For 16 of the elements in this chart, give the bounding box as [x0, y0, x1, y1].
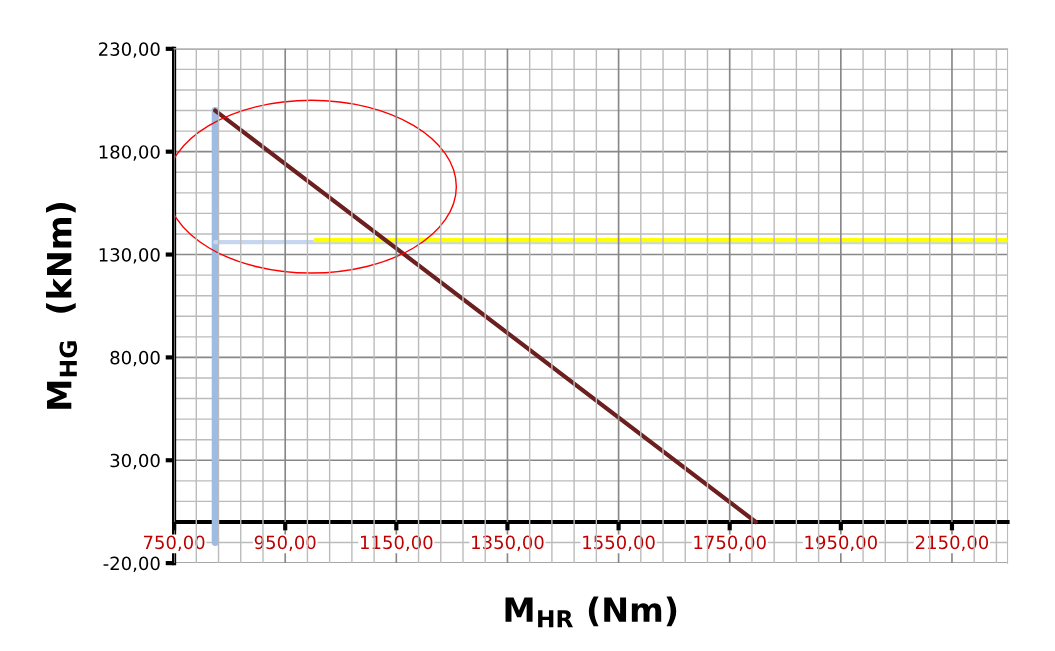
x-tick-label: 1750,00: [694, 535, 766, 551]
x-tick-label: 1150,00: [360, 535, 433, 551]
y-tick-label: -20,00: [103, 556, 160, 573]
x-tick-label: 2150,00: [915, 535, 989, 551]
y-tick-label: 130,00: [99, 248, 160, 264]
x-tick-label: 950,00: [254, 535, 316, 551]
x-tick-label: 1950,00: [805, 535, 877, 551]
y-tick-label: 230,00: [99, 42, 160, 58]
y-tick-label: 80,00: [110, 350, 160, 367]
x-tick-label: 1350,00: [472, 535, 544, 551]
x-tick-label: 1550,00: [583, 535, 655, 551]
text: M$_{HG}$ (kNm): [45, 203, 78, 409]
x-tick-label: 750,00: [143, 535, 205, 551]
y-tick-label: 180,00: [99, 145, 160, 161]
y-tick-label: 30,00: [110, 453, 160, 470]
x-axis-title: M$_{HR}$ (Nm): [505, 596, 677, 628]
